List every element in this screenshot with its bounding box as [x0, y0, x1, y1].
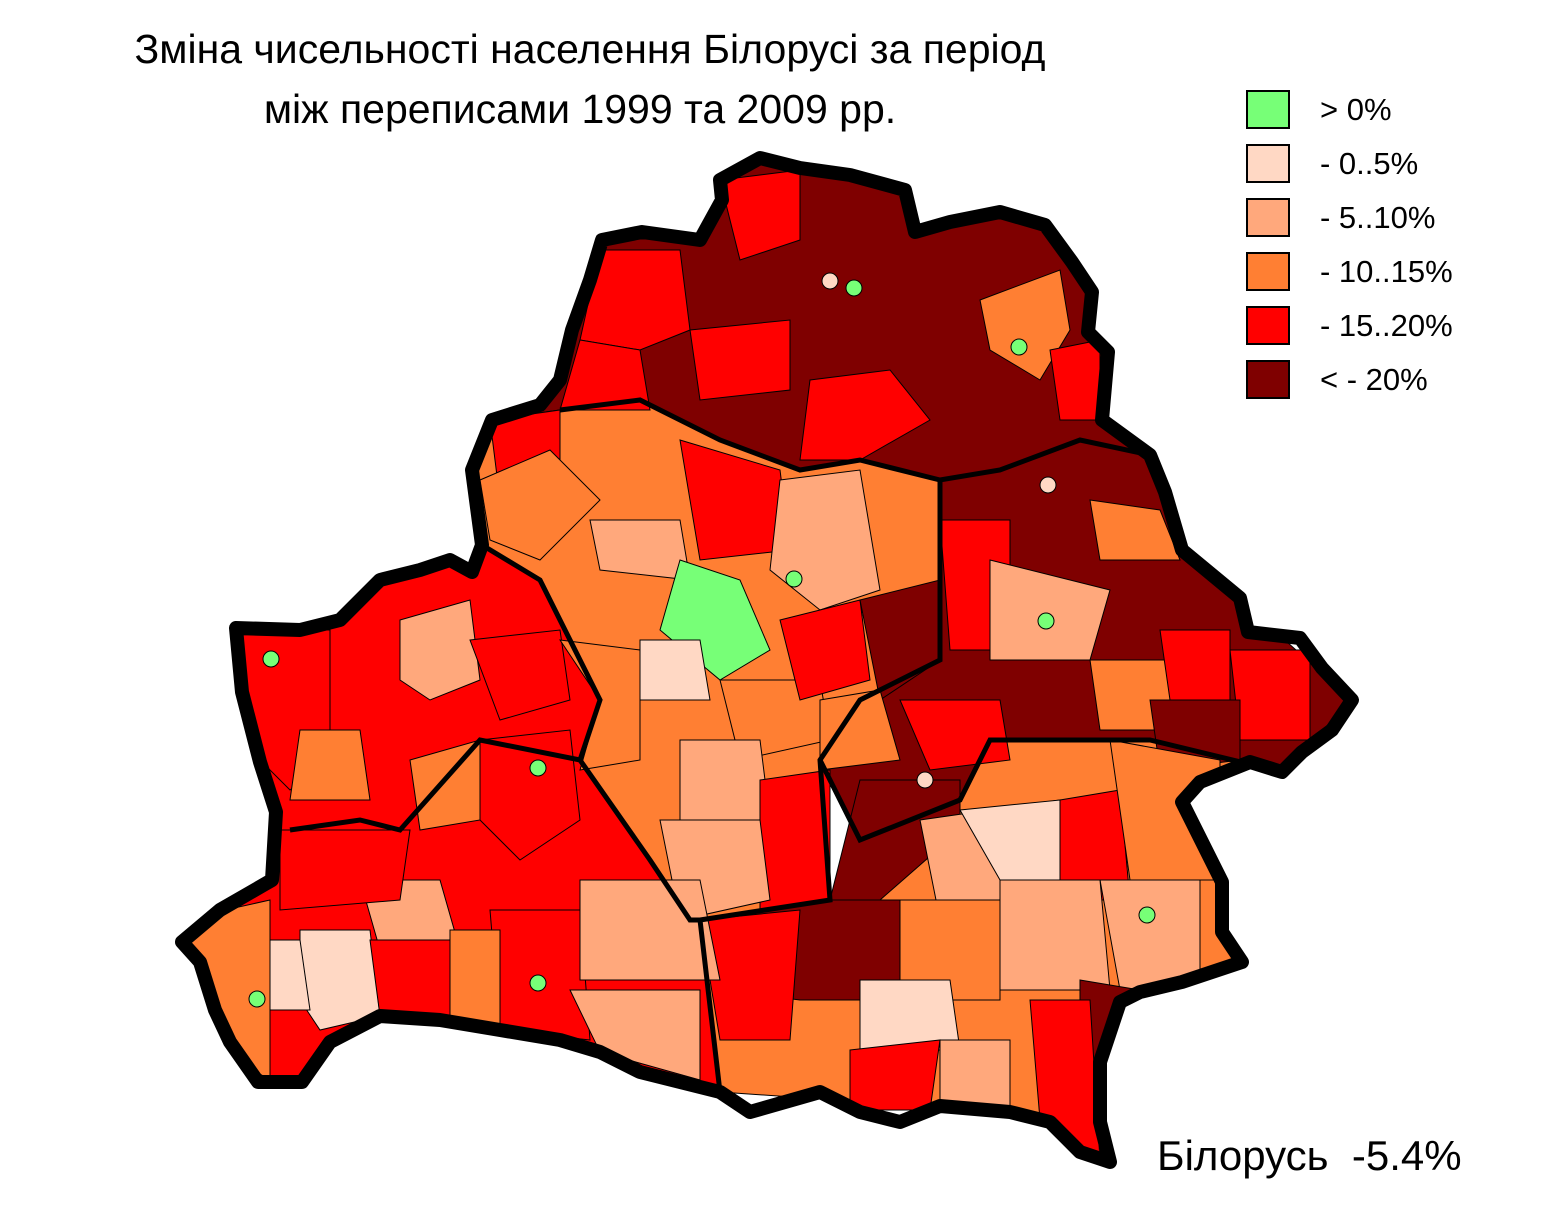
- legend-label: - 5..10%: [1320, 200, 1436, 235]
- district-region: [579, 879, 721, 981]
- district-region: [799, 369, 931, 461]
- city-marker: [821, 272, 839, 290]
- map-title-line2: між переписами 1999 та 2009 рр.: [263, 86, 897, 132]
- oblast-border: [817, 737, 1283, 844]
- city-marker: [1010, 338, 1028, 356]
- district-region: [899, 899, 1001, 1001]
- district-region: [819, 689, 901, 771]
- district-region: [279, 829, 411, 911]
- city-marker: [1037, 612, 1055, 630]
- district-region: [449, 929, 501, 1031]
- legend-label: - 0..5%: [1320, 146, 1419, 181]
- legend-item: - 0..5%: [1246, 144, 1453, 198]
- district-region: [679, 739, 771, 831]
- oblast-border: [577, 758, 723, 1093]
- district-region: [759, 769, 831, 911]
- district-region: [399, 599, 481, 701]
- city-marker: [916, 771, 934, 789]
- district-region: [369, 939, 451, 1021]
- district-region: [779, 599, 871, 701]
- city-marker: [785, 570, 803, 588]
- legend-item: - 10..15%: [1246, 252, 1453, 306]
- district-region: [479, 449, 601, 561]
- district-region: [719, 169, 801, 261]
- country-border: [175, 151, 1359, 1169]
- district-region: [479, 729, 581, 861]
- city-marker: [845, 279, 863, 297]
- legend-label: - 10..15%: [1320, 254, 1453, 289]
- district-region: [999, 879, 1111, 991]
- country-change: -5.4%: [1351, 1132, 1462, 1179]
- legend-swatch: [1246, 306, 1290, 345]
- legend-label: > 0%: [1320, 92, 1392, 127]
- district-region: [589, 519, 691, 581]
- country-total: Білорусь -5.4%: [1157, 1132, 1462, 1180]
- district-region: [689, 319, 791, 401]
- oblast-border: [559, 397, 1151, 483]
- legend-swatch: [1246, 360, 1290, 399]
- district-region: [289, 729, 371, 801]
- legend-label: - 15..20%: [1320, 308, 1453, 343]
- district-region: [1159, 629, 1231, 701]
- map-title-line1: Зміна чисельності населення Білорусі за …: [134, 26, 1046, 72]
- district-region: [849, 1039, 941, 1111]
- city-marker: [248, 990, 266, 1008]
- district-region: [1089, 499, 1181, 561]
- legend-label: < - 20%: [1320, 362, 1428, 397]
- city-marker: [529, 759, 547, 777]
- legend: > 0% - 0..5% - 5..10% - 10..15% - 15..20…: [1246, 90, 1453, 414]
- district-region: [829, 779, 961, 901]
- legend-item: - 15..20%: [1246, 306, 1453, 360]
- district-region: [559, 339, 651, 411]
- district-region: [579, 249, 691, 351]
- city-marker: [1138, 906, 1156, 924]
- city-marker: [1039, 476, 1057, 494]
- country-name: Білорусь: [1157, 1132, 1329, 1179]
- legend-item: - 5..10%: [1246, 198, 1453, 252]
- oblast-border: [699, 480, 943, 923]
- district-region: [699, 909, 801, 1041]
- legend-swatch: [1246, 252, 1290, 291]
- city-marker: [262, 650, 280, 668]
- legend-swatch: [1246, 144, 1290, 183]
- legend-item: > 0%: [1246, 90, 1453, 144]
- district-region: [469, 629, 571, 721]
- district-region: [1229, 649, 1311, 741]
- legend-swatch: [1246, 90, 1290, 129]
- legend-swatch: [1246, 198, 1290, 237]
- city-marker: [529, 974, 547, 992]
- legend-item: < - 20%: [1246, 360, 1453, 414]
- district-region: [639, 639, 711, 701]
- district-region: [939, 1039, 1011, 1111]
